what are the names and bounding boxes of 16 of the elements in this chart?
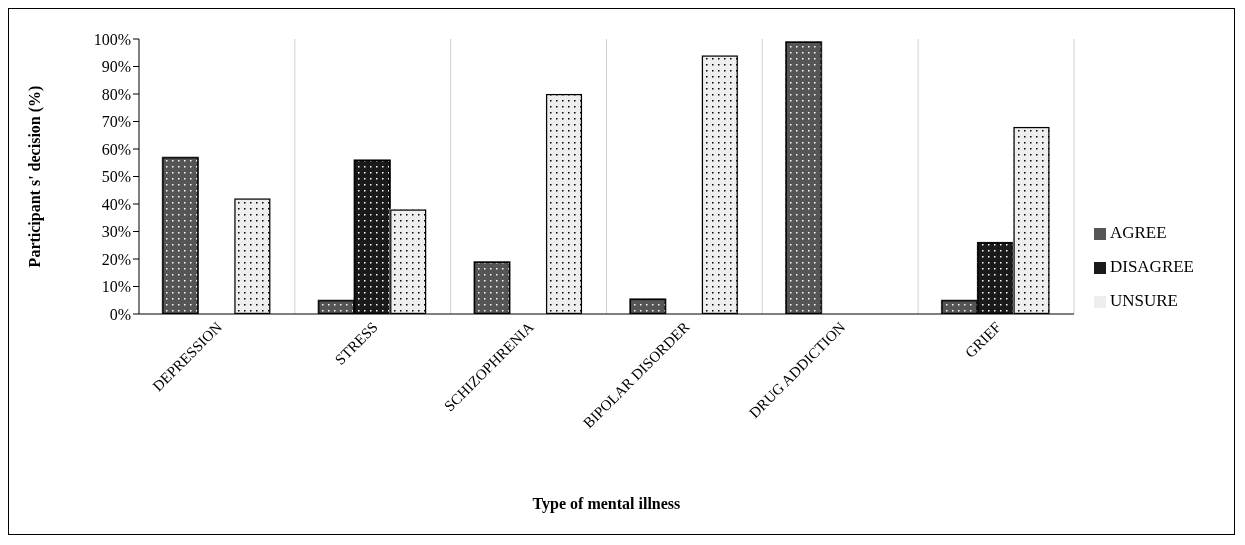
y-tick-label: 10% xyxy=(101,278,131,296)
legend-label: AGREE xyxy=(1109,222,1167,242)
legend-label: DISAGREE xyxy=(1109,256,1194,276)
y-tick-label: 100% xyxy=(93,30,131,48)
x-axis-title: Type of mental illness xyxy=(532,495,681,513)
y-axis-title: Participant s' decision (%) xyxy=(25,85,44,268)
y-tick-label: 60% xyxy=(101,140,131,158)
y-tick-label: 0% xyxy=(109,305,131,323)
y-tick-label: 40% xyxy=(101,195,131,213)
y-tick-label: 20% xyxy=(101,250,131,268)
y-tick-label: 30% xyxy=(101,223,131,241)
y-tick-label: 50% xyxy=(101,168,131,186)
y-tick-label: 90% xyxy=(101,58,131,76)
legend-label: UNSURE xyxy=(1109,290,1178,310)
y-tick-label: 70% xyxy=(101,113,131,131)
y-tick-label: 80% xyxy=(101,85,131,103)
